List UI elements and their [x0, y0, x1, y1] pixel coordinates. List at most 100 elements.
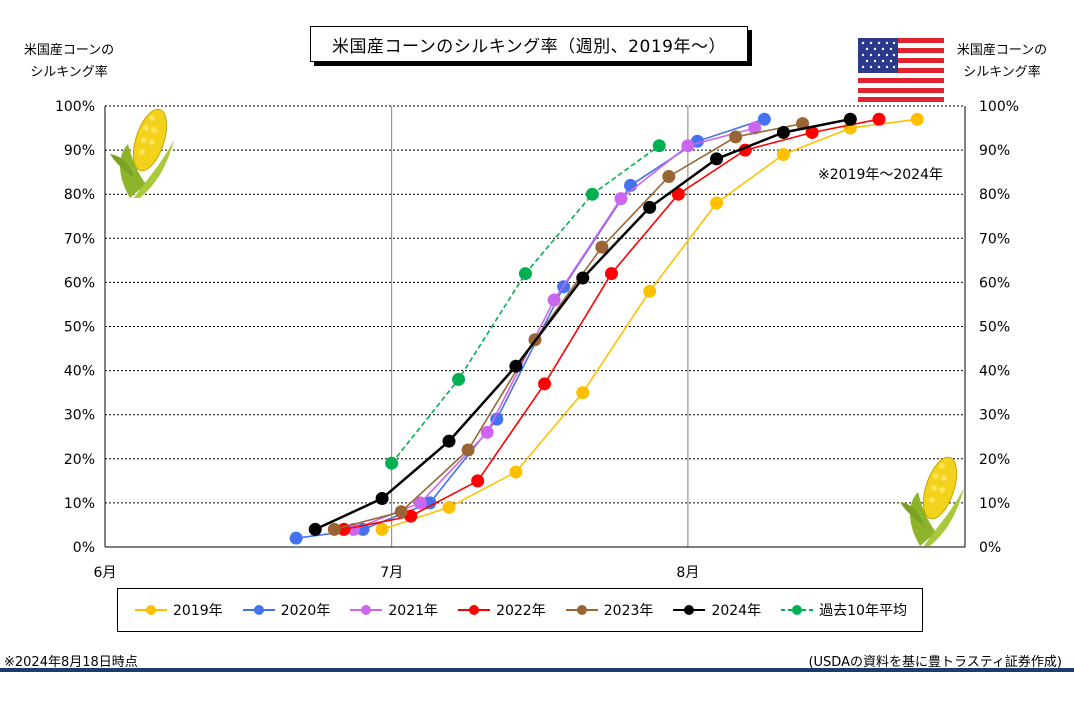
- data-point: [662, 170, 676, 184]
- data-point: [872, 112, 886, 126]
- series-過去10年平均: [385, 139, 666, 470]
- data-point: [289, 531, 303, 545]
- data-point: [461, 443, 475, 457]
- data-point: [776, 148, 790, 162]
- data-point: [614, 192, 628, 206]
- y-tick-label-left: 50%: [64, 320, 95, 336]
- data-point: [423, 496, 437, 510]
- series-2024年: [308, 112, 857, 536]
- chart-title: 米国産コーンのシルキング率（週別、2019年～）: [310, 26, 748, 62]
- series-2023年: [327, 117, 810, 536]
- data-point: [327, 522, 341, 536]
- y-tick-label-left: 100%: [55, 99, 95, 115]
- chart-legend: 2019年 2020年 2021年 2022年 2023年 2024年 過去10年平均: [117, 588, 923, 632]
- series-2022年: [337, 112, 886, 536]
- footer-divider: [0, 668, 1074, 672]
- data-point: [776, 125, 790, 139]
- corn-icon: [900, 456, 964, 546]
- legend-swatch: [458, 605, 491, 615]
- y-tick-label-left: 40%: [64, 364, 95, 380]
- data-point: [490, 412, 504, 426]
- y-tick-label-right: 100%: [979, 99, 1019, 115]
- x-tick-label: 8月: [676, 565, 699, 581]
- series-line: [353, 127, 756, 531]
- y-tick-label-right: 60%: [979, 275, 1010, 291]
- data-point: [748, 121, 762, 135]
- left-axis-caption-line2: シルキング率: [30, 65, 108, 80]
- y-tick-label-right: 40%: [979, 364, 1010, 380]
- y-tick-label-left: 10%: [64, 496, 95, 512]
- legend-swatch: [135, 605, 168, 615]
- legend-label: 過去10年平均: [819, 603, 907, 619]
- data-point: [604, 267, 618, 281]
- data-point: [547, 293, 561, 307]
- as-of-date-note: ※2024年8月18日時点: [4, 655, 138, 670]
- legend-label: 2023年: [603, 603, 654, 619]
- data-point: [452, 372, 466, 386]
- series-line: [343, 118, 880, 531]
- data-point: [442, 500, 456, 514]
- y-tick-label-right: 10%: [979, 496, 1010, 512]
- corn-icon: [110, 108, 174, 198]
- data-point: [509, 465, 523, 479]
- legend-swatch: [673, 605, 706, 615]
- data-point: [471, 474, 485, 488]
- period-annotation: ※2019年～2024年: [818, 167, 943, 183]
- legend-item: 2019年: [133, 600, 223, 620]
- right-axis-caption: 米国産コーンの シルキング率: [946, 40, 1058, 84]
- data-point: [643, 200, 657, 214]
- data-point: [375, 522, 389, 536]
- data-point: [652, 139, 666, 153]
- data-point: [413, 496, 427, 510]
- series-2021年: [346, 121, 762, 536]
- legend-label: 2019年: [173, 603, 223, 619]
- data-point: [538, 377, 552, 391]
- y-tick-label-left: 20%: [64, 452, 95, 468]
- data-point: [576, 271, 590, 285]
- legend-swatch: [242, 605, 275, 615]
- y-tick-label-right: 20%: [979, 452, 1010, 468]
- y-tick-label-left: 30%: [64, 408, 95, 424]
- legend-swatch: [350, 605, 383, 615]
- data-point: [671, 187, 685, 201]
- legend-swatch: [781, 605, 814, 615]
- legend-label: 2021年: [388, 603, 439, 619]
- data-point: [509, 359, 523, 373]
- series-line: [295, 118, 765, 539]
- y-tick-label-right: 0%: [979, 540, 1001, 556]
- data-point: [643, 284, 657, 298]
- right-axis-caption-line1: 米国産コーンの: [956, 43, 1048, 58]
- y-tick-label-right: 50%: [979, 320, 1010, 336]
- chart-grid: [105, 105, 965, 547]
- data-point: [805, 125, 819, 139]
- data-point: [595, 240, 609, 254]
- data-point: [518, 267, 532, 281]
- data-point: [710, 196, 724, 210]
- legend-label: 2024年: [711, 603, 762, 619]
- y-tick-label-left: 60%: [64, 275, 95, 291]
- chart-series: [289, 112, 924, 545]
- data-point: [624, 178, 638, 192]
- legend-item: 2024年: [671, 600, 761, 620]
- y-tick-label-right: 90%: [979, 143, 1010, 159]
- legend-label: 2022年: [496, 603, 546, 619]
- y-tick-label-left: 90%: [64, 143, 95, 159]
- data-point: [394, 505, 408, 519]
- data-point: [308, 522, 322, 536]
- series-2020年: [289, 112, 771, 545]
- data-point: [910, 112, 924, 126]
- right-axis-caption-line2: シルキング率: [963, 65, 1041, 80]
- data-point: [757, 112, 771, 126]
- legend-item: 2023年: [564, 600, 654, 620]
- x-tick-label: 7月: [380, 565, 403, 581]
- y-tick-label-right: 70%: [979, 231, 1010, 247]
- x-tick-label: 6月: [94, 565, 117, 581]
- legend-swatch: [565, 605, 598, 615]
- data-point: [681, 139, 695, 153]
- series-2019年: [375, 112, 924, 536]
- data-point: [729, 130, 743, 144]
- data-point: [385, 456, 399, 470]
- left-axis-caption: 米国産コーンの シルキング率: [14, 40, 124, 84]
- y-tick-label-left: 70%: [64, 231, 95, 247]
